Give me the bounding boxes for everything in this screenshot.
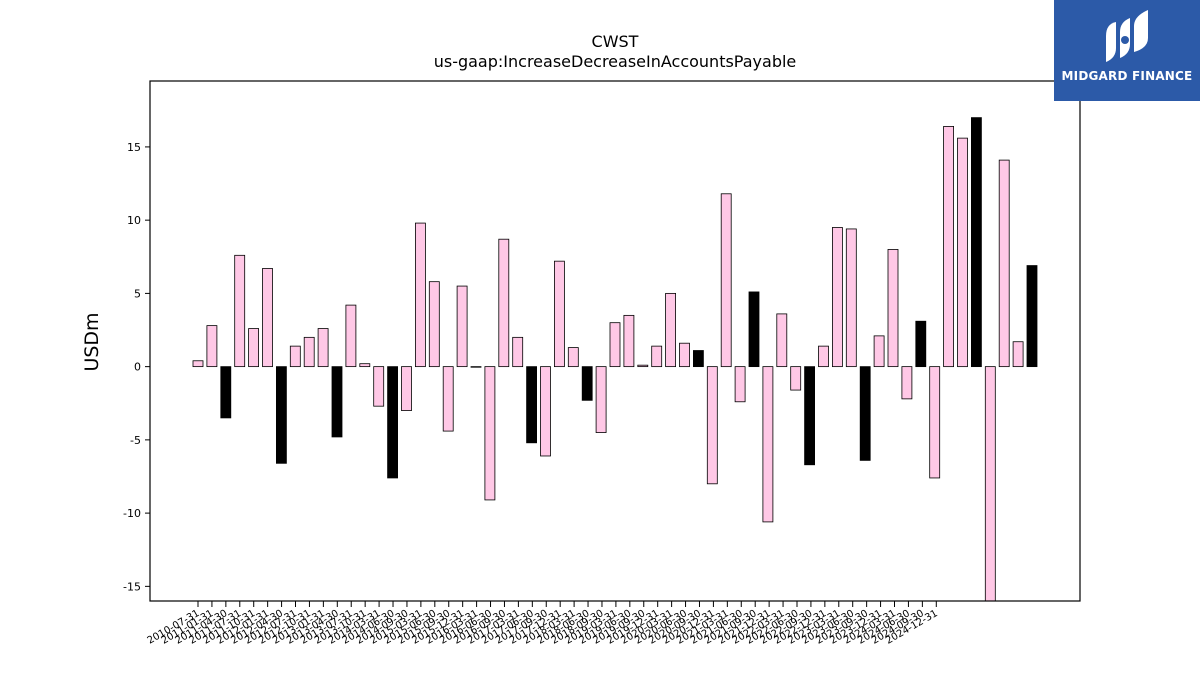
bar xyxy=(248,328,260,368)
y-tick-label: 15 xyxy=(127,141,141,154)
bar xyxy=(790,366,802,391)
bar xyxy=(859,366,871,461)
bar xyxy=(651,345,663,368)
bar xyxy=(693,350,704,368)
y-tick-label: 10 xyxy=(127,214,141,227)
bar xyxy=(609,322,621,368)
bar xyxy=(748,291,760,368)
bar xyxy=(428,281,440,368)
bar xyxy=(275,366,287,464)
bar xyxy=(1012,341,1024,368)
bar xyxy=(387,366,399,479)
bar xyxy=(470,366,482,368)
bar xyxy=(901,366,913,400)
bar xyxy=(720,193,732,368)
bar xyxy=(832,227,843,368)
bar xyxy=(998,159,1010,368)
chart-subtitle: us-gaap:IncreaseDecreaseInAccountsPayabl… xyxy=(433,52,797,71)
bar xyxy=(345,304,357,368)
plot-frame xyxy=(149,80,1081,602)
bar xyxy=(818,345,829,368)
bar xyxy=(623,314,635,368)
bar xyxy=(706,366,718,485)
midgard-finance-logo: MIDGARD FINANCE xyxy=(1054,0,1200,101)
bar xyxy=(554,260,565,368)
bar xyxy=(192,360,204,368)
bar xyxy=(484,366,496,501)
bar xyxy=(401,366,412,411)
bar xyxy=(234,254,246,368)
bar xyxy=(929,366,941,479)
bar xyxy=(984,366,996,602)
bar xyxy=(971,117,982,368)
y-axis-label: USDm xyxy=(81,312,103,372)
bar xyxy=(581,366,593,401)
bar xyxy=(943,126,954,368)
bar xyxy=(414,222,426,368)
bar xyxy=(887,249,899,368)
y-tick-label: -10 xyxy=(123,507,141,520)
bar xyxy=(567,347,579,368)
bar xyxy=(915,320,927,368)
bar xyxy=(804,366,815,466)
bar xyxy=(873,335,885,368)
bar xyxy=(665,292,676,368)
bars-group xyxy=(192,117,1038,602)
bar xyxy=(220,366,232,419)
bar xyxy=(262,268,273,368)
bar xyxy=(359,363,371,368)
bar xyxy=(498,238,510,368)
bar xyxy=(512,336,524,368)
bar xyxy=(331,366,343,438)
y-tick-label: -15 xyxy=(123,580,141,593)
bar xyxy=(845,228,857,368)
bar xyxy=(776,313,788,368)
x-axis: 2010-07-312011-01-312011-04-302011-07-31… xyxy=(146,601,940,647)
y-tick-label: -5 xyxy=(130,434,141,447)
logo-text: MIDGARD FINANCE xyxy=(1061,69,1193,83)
bar xyxy=(679,342,690,368)
bar xyxy=(206,325,218,368)
y-axis: -15 -10 -5 0 5 10 15 xyxy=(123,141,150,593)
logo-mark-icon xyxy=(1106,10,1148,62)
bar xyxy=(734,366,746,403)
bar xyxy=(957,137,968,368)
bar xyxy=(317,328,329,368)
chart-title: CWST xyxy=(591,32,639,51)
bar xyxy=(442,366,454,432)
bar xyxy=(373,366,385,407)
bar xyxy=(303,336,315,368)
bar xyxy=(526,366,537,444)
bar xyxy=(456,285,468,368)
bar xyxy=(762,366,774,523)
y-tick-label: 0 xyxy=(134,361,141,374)
bar xyxy=(1026,265,1038,368)
bar xyxy=(289,345,301,368)
bar xyxy=(540,366,551,457)
bar xyxy=(637,364,649,368)
bar xyxy=(595,366,607,433)
y-tick-label: 5 xyxy=(134,287,141,300)
